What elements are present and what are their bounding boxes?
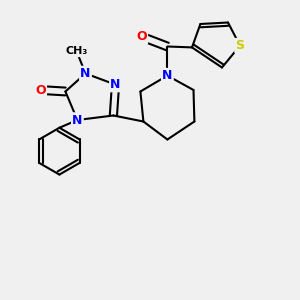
Text: S: S (236, 39, 244, 52)
Text: N: N (80, 67, 91, 80)
Text: N: N (162, 69, 172, 82)
Text: N: N (110, 78, 121, 91)
Text: O: O (35, 83, 46, 97)
Text: O: O (136, 30, 147, 43)
Text: CH₃: CH₃ (65, 46, 88, 56)
Text: N: N (72, 113, 82, 127)
